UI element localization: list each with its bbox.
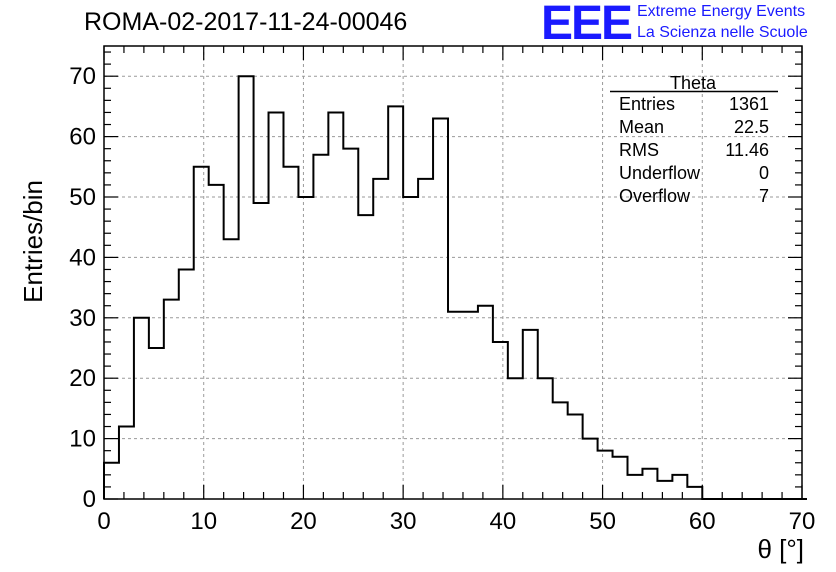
grid-lines — [104, 46, 802, 499]
logo-caption-line1: Extreme Energy Events — [637, 3, 806, 20]
x-tick-label: 0 — [97, 508, 110, 535]
stats-value: 1361 — [729, 94, 769, 114]
x-tick-label: 60 — [689, 508, 716, 535]
run-title: ROMA-02-2017-11-24-00046 — [84, 8, 408, 36]
y-tick-label: 70 — [69, 63, 96, 90]
eee-logo: EEE — [541, 0, 633, 50]
y-tick-label: 40 — [69, 244, 96, 271]
plot-frame — [103, 45, 803, 500]
x-tick-label: 20 — [290, 508, 317, 535]
y-tick-label: 60 — [69, 124, 96, 151]
stats-rows: Entries 1361 Mean 22.5 RMS 11.46 Underflow 0 Ove… — [619, 94, 769, 206]
stats-value: 7 — [759, 186, 769, 206]
x-tick-label: 10 — [190, 508, 217, 535]
stats-title: Theta — [670, 73, 717, 93]
x-tick-label: 40 — [490, 508, 517, 535]
x-axis-title: θ [°] — [757, 534, 804, 564]
stats-label: Overflow — [619, 186, 691, 206]
stats-label: RMS — [619, 140, 659, 160]
stats-value: 11.46 — [725, 140, 769, 160]
y-tick-label: 10 — [69, 426, 96, 453]
y-tick-label: 30 — [69, 305, 96, 332]
stats-box: Theta Entries 1361 Mean 22.5 RMS 11.46 Underfl… — [610, 73, 778, 206]
y-tick-label: 20 — [69, 365, 96, 392]
stats-value: 0 — [759, 163, 769, 183]
stats-label: Entries — [619, 94, 675, 114]
logo-caption-line2: La Scienza nelle Scuole — [637, 24, 808, 41]
stats-label: Underflow — [619, 163, 701, 183]
y-tick-label: 50 — [69, 184, 96, 211]
x-tick-label: 30 — [390, 508, 417, 535]
stats-label: Mean — [619, 117, 664, 137]
x-tick-label: 70 — [789, 508, 816, 535]
y-tick-label: 0 — [83, 486, 96, 513]
axis-ticks — [103, 46, 803, 500]
histogram-step-line — [103, 75, 807, 500]
stats-value: 22.5 — [734, 117, 769, 137]
y-axis-title: Entries/bin — [18, 180, 48, 303]
x-tick-label: 50 — [589, 508, 616, 535]
